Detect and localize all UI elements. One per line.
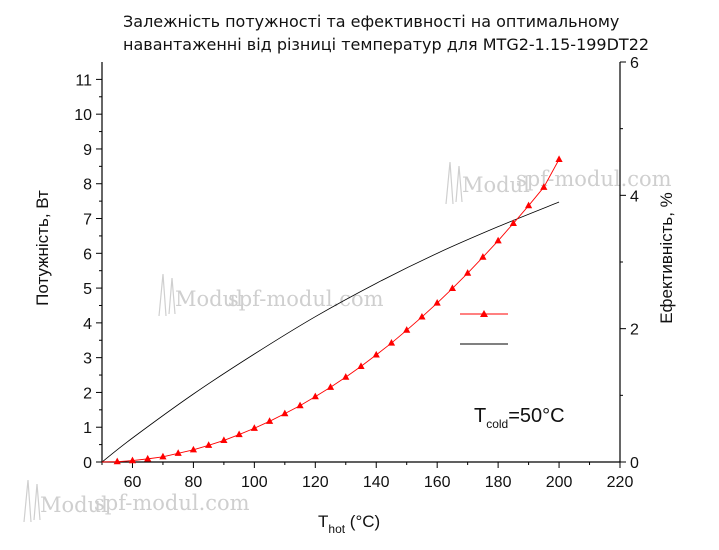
power-point [418,312,426,320]
legend [460,310,508,345]
power-point [311,392,319,400]
annotation-sub: cold [486,417,508,431]
series-power-markers [113,155,563,465]
y-right-ticks: 0 2 4 6 [620,55,639,472]
y-left-tick-label: 3 [83,351,92,368]
x-tick-label: 120 [302,474,329,491]
y-left-tick-label: 5 [83,281,92,298]
power-point [509,219,517,226]
power-point [296,401,304,409]
annotation-rest: =50°C [508,405,564,427]
y-right-tick-label: 4 [630,188,639,205]
y-left-tick-label: 6 [83,246,92,263]
y-right-tick-label: 2 [630,322,639,339]
x-tick-label: 60 [124,474,142,491]
watermark-logo-1: Modul [445,161,530,205]
x-ticks: 60 80 100 120 140 160 180 200 220 [101,462,634,491]
x-tick-label: 80 [185,474,203,491]
y-left-tick-label: 4 [83,316,92,333]
x-axis-label-unit: (°C) [345,512,380,531]
power-point [540,183,548,190]
power-point [220,436,228,444]
power-point [555,155,563,162]
y-left-tick-label: 10 [74,107,92,124]
power-point [433,299,441,306]
watermark-logo-3: Modul [23,479,108,523]
y-axis-left-label: Потужність, Вт [33,190,52,306]
power-point [205,441,213,448]
x-tick-label: 200 [546,474,573,491]
watermark-text-2: spf-modul.com [228,287,384,311]
power-point [342,373,350,380]
x-axis-label: Thot (°C) [318,512,380,536]
power-point [524,201,533,209]
power-point [174,449,182,456]
power-point [159,452,167,460]
legend-power-marker [480,310,488,317]
x-tick-label: 160 [424,474,451,491]
power-point [250,424,258,431]
power-point [235,430,243,438]
power-point [464,269,472,276]
watermark-text-3: spf-modul.com [94,491,250,515]
power-point [372,350,380,358]
y-left-ticks: 0 1 2 3 4 5 6 7 8 9 10 11 [74,72,102,472]
x-tick-label: 100 [241,474,268,491]
series-efficiency-line [101,201,560,463]
watermark-text-1: spf-modul.com [516,167,672,191]
annotation-tcold: Tcold=50°C [474,405,565,431]
y-left-tick-label: 1 [83,420,92,437]
chart-title-line2: навантаженні від різниці температур для … [123,35,649,54]
y-left-tick-label: 0 [83,455,92,472]
power-point [357,362,365,369]
y-left-tick-label: 11 [75,72,92,89]
x-axis-label-main: T [318,512,328,531]
y-left-tick-label: 7 [83,212,92,229]
x-tick-label: 220 [607,474,634,491]
y-right-tick-label: 6 [630,55,639,72]
power-point [113,457,121,465]
y-right-tick-label: 0 [630,455,639,472]
x-axis-label-sub: hot [328,522,345,536]
power-point [494,236,502,244]
power-point [403,326,411,333]
power-point [326,383,335,390]
watermark-logo-2: Modul [158,273,243,317]
power-point [128,456,137,464]
y-left-tick-label: 2 [83,385,92,402]
power-point [448,284,457,292]
power-point [387,339,396,346]
y-left-tick-label: 8 [83,177,92,194]
power-point [265,417,274,424]
watermark-logo-text-2: Modul [175,287,243,311]
power-point [189,445,198,453]
power-point [479,253,487,260]
power-point [281,409,289,417]
x-tick-label: 140 [363,474,390,491]
y-left-tick-label: 9 [83,142,92,159]
annotation-main: T [474,405,486,427]
x-tick-label: 180 [485,474,512,491]
y-axis-right-label: Ефективність, % [657,192,676,324]
watermark-logo-text-3: Modul [40,493,108,517]
watermark-group: Modul spf-modul.com Modul spf-modul.com … [23,161,672,523]
chart-title-line1: Залежність потужності та ефективності на… [123,12,619,31]
power-point [144,454,152,462]
watermark-logo-text-1: Modul [462,173,530,197]
